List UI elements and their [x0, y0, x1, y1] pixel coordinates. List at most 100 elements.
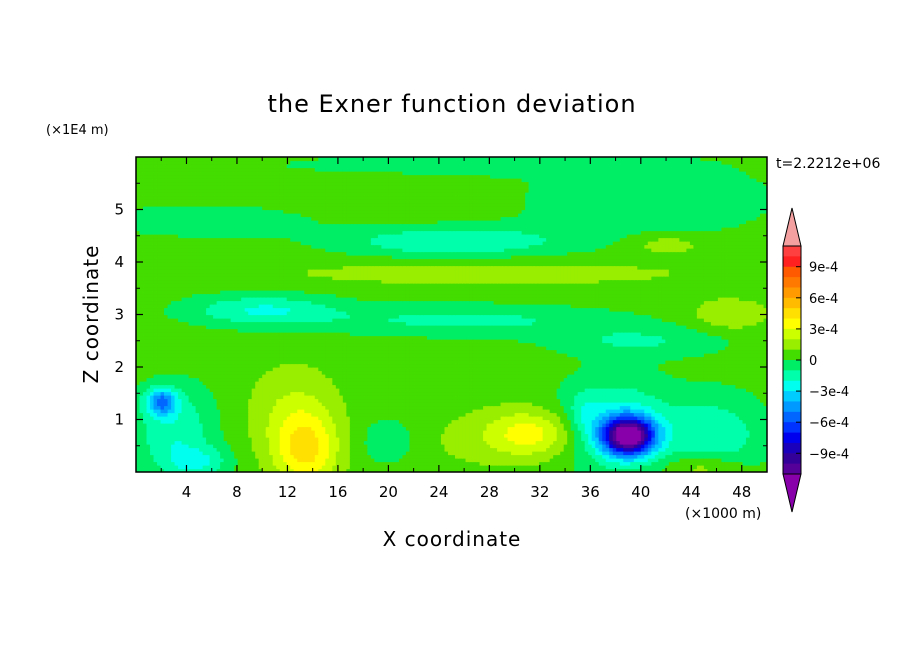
contour-cell [511, 451, 515, 455]
contour-cell [140, 406, 144, 410]
contour-cell [154, 406, 158, 410]
contour-cell [199, 388, 203, 392]
contour-cell [241, 406, 245, 410]
contour-cell [441, 430, 445, 434]
contour-cell [637, 381, 641, 385]
contour-cell [304, 455, 308, 459]
contour-cell [413, 437, 417, 441]
contour-cell [658, 458, 662, 462]
contour-cell [742, 378, 746, 382]
contour-cell [595, 409, 599, 413]
contour-cell [599, 451, 603, 455]
contour-cell [711, 434, 715, 438]
contour-cell [595, 374, 599, 378]
contour-cell [725, 448, 729, 452]
contour-cell [749, 458, 753, 462]
contour-cell [325, 406, 329, 410]
contour-cell [679, 465, 683, 469]
contour-cell [409, 455, 413, 459]
contour-cell [760, 465, 764, 469]
contour-cell [154, 420, 158, 424]
contour-cell [630, 455, 634, 459]
contour-cell [238, 444, 242, 448]
contour-cell [402, 458, 406, 462]
contour-cell [567, 409, 571, 413]
contour-cell [665, 448, 669, 452]
contour-cell [374, 385, 378, 389]
contour-cell [297, 441, 301, 445]
contour-cell [420, 458, 424, 462]
contour-cell [178, 451, 182, 455]
contour-cell [175, 455, 179, 459]
contour-cell [311, 434, 315, 438]
contour-cell [452, 374, 456, 378]
contour-cell [704, 406, 708, 410]
contour-cell [525, 406, 529, 410]
contour-cell [311, 444, 315, 448]
contour-cell [343, 388, 347, 392]
contour-cell [718, 413, 722, 417]
contour-cell [497, 399, 501, 403]
contour-cell [371, 374, 375, 378]
contour-cell [462, 381, 466, 385]
contour-cell [329, 465, 333, 469]
contour-cell [294, 434, 298, 438]
contour-cell [413, 413, 417, 417]
contour-cell [749, 413, 753, 417]
contour-cell [627, 462, 631, 466]
contour-cell [732, 462, 736, 466]
contour-cell [487, 451, 491, 455]
contour-cell [297, 374, 301, 378]
contour-cell [669, 409, 673, 413]
contour-cell [529, 392, 533, 396]
contour-cell [718, 423, 722, 427]
contour-cell [473, 434, 477, 438]
contour-cell [220, 395, 224, 399]
contour-cell [613, 409, 617, 413]
contour-cell [269, 451, 273, 455]
contour-cell [634, 423, 638, 427]
contour-cell [560, 374, 564, 378]
contour-cell [437, 437, 441, 441]
contour-cell [592, 385, 596, 389]
contour-cell [651, 437, 655, 441]
contour-cell [620, 392, 624, 396]
contour-cell [690, 413, 694, 417]
contour-cell [571, 402, 575, 406]
contour-cell [192, 399, 196, 403]
contour-cell [634, 458, 638, 462]
contour-cell [518, 413, 522, 417]
contour-cell [304, 413, 308, 417]
contour-cell [452, 423, 456, 427]
contour-cell [150, 420, 154, 424]
contour-cell [483, 430, 487, 434]
contour-cell [732, 413, 736, 417]
contour-cell [294, 420, 298, 424]
contour-cell [455, 388, 459, 392]
contour-cell [756, 399, 760, 403]
contour-cell [711, 427, 715, 431]
contour-cell [311, 455, 315, 459]
contour-cell [140, 392, 144, 396]
contour-cell [483, 448, 487, 452]
contour-cell [627, 413, 631, 417]
contour-cell [364, 395, 368, 399]
contour-cell [234, 441, 238, 445]
contour-cell [287, 392, 291, 396]
contour-cell [444, 420, 448, 424]
contour-cell [343, 465, 347, 469]
contour-cell [728, 441, 732, 445]
contour-cell [224, 427, 228, 431]
contour-cell [444, 413, 448, 417]
contour-cell [606, 399, 610, 403]
contour-cell [311, 416, 315, 420]
contour-cell [672, 448, 676, 452]
contour-cell [749, 385, 753, 389]
contour-cell [658, 423, 662, 427]
contour-cell [718, 416, 722, 420]
contour-cell [325, 430, 329, 434]
contour-cell [227, 451, 231, 455]
contour-cell [574, 465, 578, 469]
contour-cell [739, 413, 743, 417]
contour-cell [336, 458, 340, 462]
